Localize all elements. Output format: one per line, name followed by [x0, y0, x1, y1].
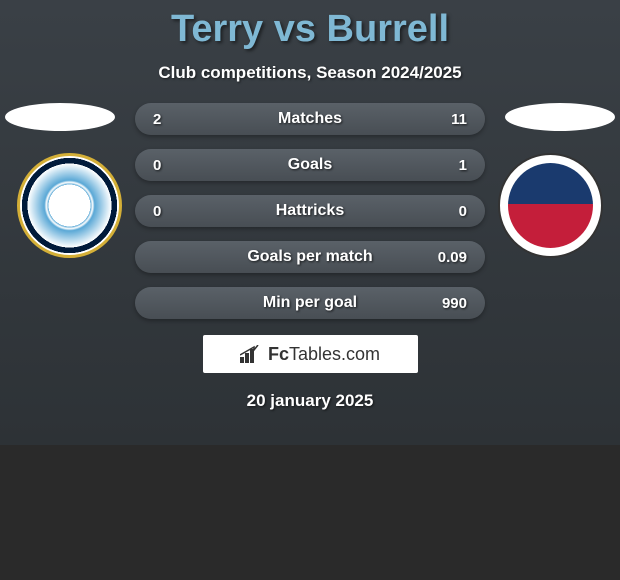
player-avatar-right: [505, 103, 615, 131]
brand-badge[interactable]: FcTables.com: [203, 335, 418, 373]
stats-content: 2 Matches 11 0 Goals 1 0 Hattricks 0 Goa…: [0, 103, 620, 323]
stat-value-left: 0: [153, 203, 203, 220]
stat-row: Goals per match 0.09: [135, 241, 485, 273]
page-subtitle: Club competitions, Season 2024/2025: [0, 63, 620, 83]
stat-row: 0 Hattricks 0: [135, 195, 485, 227]
stat-value-right: 1: [417, 157, 467, 174]
stat-row: Min per goal 990: [135, 287, 485, 319]
stat-label: Hattricks: [203, 202, 417, 220]
stat-row: 2 Matches 11: [135, 103, 485, 135]
stat-label: Goals: [203, 156, 417, 174]
club-badge-right: [498, 153, 603, 258]
stat-label: Goals per match: [203, 248, 417, 266]
stat-value-left: 0: [153, 157, 203, 174]
player-avatar-left: [5, 103, 115, 131]
stats-list: 2 Matches 11 0 Goals 1 0 Hattricks 0 Goa…: [135, 103, 485, 333]
stat-label: Matches: [203, 110, 417, 128]
club-badge-left: [17, 153, 122, 258]
chart-icon: [240, 345, 262, 363]
comparison-card: Terry vs Burrell Club competitions, Seas…: [0, 0, 620, 445]
stat-value-right: 0.09: [417, 249, 467, 266]
page-title: Terry vs Burrell: [0, 0, 620, 51]
stat-value-right: 990: [417, 295, 467, 312]
stat-value-left: 2: [153, 111, 203, 128]
stat-value-right: 11: [417, 111, 467, 128]
stat-row: 0 Goals 1: [135, 149, 485, 181]
stat-label: Min per goal: [203, 294, 417, 312]
brand-text: FcTables.com: [268, 344, 380, 365]
date-label: 20 january 2025: [0, 391, 620, 411]
stat-value-right: 0: [417, 203, 467, 220]
